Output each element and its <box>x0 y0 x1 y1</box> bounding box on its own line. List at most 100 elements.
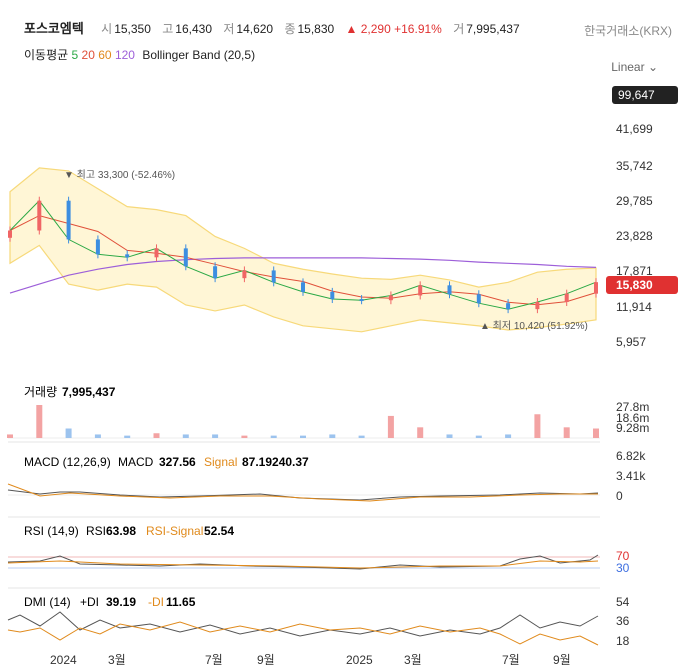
volume-bar <box>153 433 160 438</box>
dmi-panel: DMI (14) +DI 39.19 -DI 11.65 54 36 18 <box>7 587 630 648</box>
rsi-line <box>7 554 599 570</box>
ytick: 36 <box>616 614 630 628</box>
candle-body <box>301 282 305 292</box>
ytick: 23,828 <box>616 229 653 243</box>
volume-bar <box>593 428 599 438</box>
ytick: 0 <box>616 489 623 503</box>
volume-bar <box>182 434 189 438</box>
mdi-label: -DI <box>148 595 164 609</box>
open-label: 시 <box>101 22 113 36</box>
xtick: 2025 <box>346 653 373 667</box>
volume-bar <box>417 427 424 438</box>
xtick: 9월 <box>257 653 275 667</box>
ma5-label: 5 <box>71 48 79 62</box>
ma120-line <box>9 257 597 294</box>
candles <box>8 196 598 314</box>
rsi-label: RSI <box>86 524 106 538</box>
macd-title: MACD (12,26,9) <box>24 455 111 469</box>
xtick: 7월 <box>502 653 520 667</box>
volume-bar <box>124 435 131 438</box>
ytick: 3.41k <box>616 469 646 483</box>
open-value: 15,350 <box>114 22 151 36</box>
volume-bar <box>358 435 365 438</box>
ytick: 54 <box>616 595 630 609</box>
volume-bar <box>7 434 13 438</box>
dmi-title: DMI (14) <box>24 595 71 609</box>
volume-bar <box>563 427 570 438</box>
high-value: 16,430 <box>175 22 212 36</box>
macd-signal-line <box>7 483 598 502</box>
ytick: 5,957 <box>616 335 646 349</box>
price-panel: 41,699 35,742 29,785 23,828 17,871 11,91… <box>8 86 678 349</box>
macd-panel: MACD (12,26,9) MACD 327.56 Signal 87.192… <box>7 441 646 503</box>
candle-body <box>447 285 452 295</box>
ma-legend: 이동평균 5 20 60 120 Bollinger Band (20,5) <box>24 46 255 63</box>
chevron-down-icon: ⌄ <box>647 60 658 74</box>
ytick: 70 <box>616 549 630 563</box>
top-price-label: 99,647 <box>618 88 655 102</box>
exchange-label: 한국거래소(KRX) <box>584 24 672 38</box>
close-value: 15,830 <box>297 22 335 36</box>
pdi-label: +DI <box>80 595 99 609</box>
candle-body <box>388 295 393 301</box>
candle-body <box>271 270 276 283</box>
volume-bar <box>446 434 453 438</box>
candle-body <box>95 239 100 255</box>
macd-label: MACD <box>118 455 154 469</box>
macd-signal-value: 87.19240.37 <box>242 455 309 469</box>
volume-bar <box>534 414 541 438</box>
volume-bar <box>387 415 394 438</box>
pdi-value: 39.19 <box>106 595 136 609</box>
low-label: 저 <box>223 22 235 36</box>
rsi-panel: RSI (14,9) RSI 63.98 RSI-Signal 52.54 70… <box>7 516 630 575</box>
candle-body <box>66 200 71 240</box>
volume-bar <box>241 435 248 438</box>
candle-body <box>564 293 569 303</box>
candle-body <box>330 291 335 300</box>
volume-title: 거래량 <box>24 385 57 399</box>
ytick: 27.8m <box>616 400 649 414</box>
xtick: 7월 <box>205 653 223 667</box>
ytick: 9.28m <box>616 421 649 435</box>
ytick: 29,785 <box>616 194 653 208</box>
candle-body <box>359 299 364 302</box>
bollinger-label: Bollinger Band (20,5) <box>142 48 256 62</box>
rsi-signal-value: 52.54 <box>204 524 234 538</box>
xtick: 3월 <box>404 653 422 667</box>
mdi-value: 11.65 <box>166 595 196 609</box>
pdi-line <box>7 611 599 637</box>
candle-body <box>125 254 130 258</box>
xtick: 3월 <box>108 653 126 667</box>
scale-mode-label: Linear <box>611 60 645 74</box>
ytick: 35,742 <box>616 159 653 173</box>
volume-bar <box>505 434 512 438</box>
candle-body <box>37 200 42 231</box>
ytick: 18 <box>616 634 630 648</box>
volume-bar <box>36 405 43 438</box>
ytick: 18.6m <box>616 411 649 425</box>
volume-bar <box>94 434 101 438</box>
rsi-title: RSI (14,9) <box>24 524 79 538</box>
macd-line <box>7 489 599 501</box>
x-axis: 2024 3월 7월 9월 2025 3월 7월 9월 <box>50 653 571 667</box>
volume-label: 거 <box>453 22 465 36</box>
mdi-line <box>7 621 599 646</box>
volume-bar <box>329 434 336 438</box>
high-label: 고 <box>162 22 174 36</box>
candle-body <box>183 248 188 267</box>
volume-bar <box>475 435 482 438</box>
scale-mode-button[interactable]: Linear ⌄ <box>611 60 658 74</box>
candle-body <box>535 302 540 310</box>
candle-body <box>8 230 12 238</box>
rsi-value: 63.98 <box>106 524 136 538</box>
volume-bar <box>212 434 219 438</box>
current-price-label: 15,830 <box>616 278 653 292</box>
rsi-signal-line <box>7 560 599 569</box>
ytick: 30 <box>616 561 630 575</box>
volume-bar <box>65 428 72 438</box>
ytick: 11,914 <box>616 300 652 314</box>
candle-body <box>594 282 598 294</box>
quote-header: 포스코엠텍 시 15,350 고 16,430 저 14,620 종 15,830 ▲ … <box>24 18 520 37</box>
candle-body <box>154 248 159 258</box>
